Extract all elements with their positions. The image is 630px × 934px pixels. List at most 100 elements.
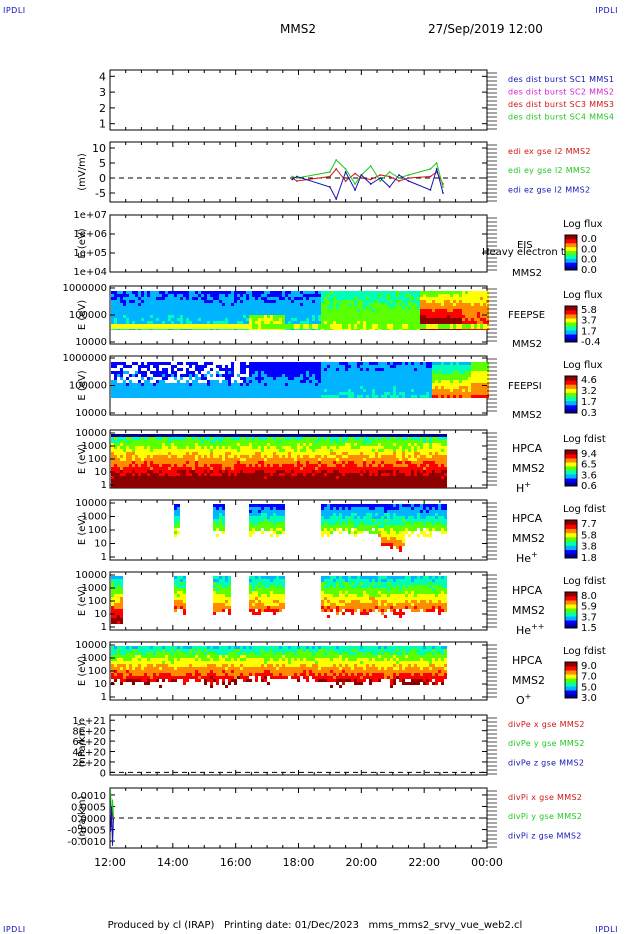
heatmap-cell (327, 449, 330, 452)
heatmap-cell (438, 371, 441, 374)
heatmap-cell (315, 473, 318, 476)
heatmap-cell (330, 389, 333, 392)
heatmap-cell (390, 315, 393, 318)
heatmap-cell (288, 368, 291, 371)
heatmap-cell (414, 297, 417, 300)
heatmap-cell (207, 303, 210, 306)
heatmap-cell (423, 374, 426, 377)
heatmap-cell (174, 467, 177, 470)
heatmap-cell (177, 446, 180, 449)
heatmap-cell (156, 318, 159, 321)
heatmap-cell (411, 371, 414, 374)
heatmap-cell (255, 306, 258, 309)
heatmap-cell (366, 306, 369, 309)
heatmap-cell (120, 374, 123, 377)
heatmap-cell (141, 386, 144, 389)
heatmap-cell (414, 392, 417, 395)
heatmap-cell (357, 309, 360, 312)
heatmap-cell (228, 461, 231, 464)
heatmap-cell (138, 321, 141, 324)
heatmap-cell (354, 294, 357, 297)
heatmap-cell (150, 434, 153, 437)
heatmap-cell (126, 300, 129, 303)
heatmap-cell (375, 318, 378, 321)
colorbar-segment (565, 322, 577, 327)
heatmap-cell (327, 294, 330, 297)
heatmap-cell (150, 371, 153, 374)
heatmap-cell (165, 485, 168, 488)
heatmap-cell (258, 452, 261, 455)
heatmap-cell (453, 368, 456, 371)
heatmap-cell (177, 303, 180, 306)
heatmap-cell (396, 380, 399, 383)
heatmap-cell (360, 383, 363, 386)
heatmap-cell (135, 437, 138, 440)
heatmap-cell (156, 470, 159, 473)
heatmap-cell (471, 309, 474, 312)
heatmap-cell (324, 291, 327, 294)
heatmap-cell (180, 470, 183, 473)
heatmap-cell (441, 324, 444, 329)
heatmap-cell (294, 458, 297, 461)
heatmap-cell (318, 294, 321, 297)
heatmap-cell (204, 458, 207, 461)
heatmap-cell (273, 371, 276, 374)
heatmap-cell (420, 380, 423, 383)
heatmap-cell (120, 371, 123, 374)
heatmap-cell (147, 315, 150, 318)
heatmap-cell (465, 297, 468, 300)
instrument-label-feeps-i: FEEPSI (508, 381, 542, 392)
data-point (407, 174, 410, 176)
colorbar-tick-label: 3.2 (581, 386, 597, 397)
heatmap-cell (288, 443, 291, 446)
heatmap-cell (468, 312, 471, 315)
heatmap-cell (234, 392, 237, 395)
heatmap-cell (288, 300, 291, 303)
heatmap-cell (351, 303, 354, 306)
heatmap-cell (153, 455, 156, 458)
heatmap-cell (447, 362, 450, 365)
heatmap-cell (192, 452, 195, 455)
heatmap-cell (282, 434, 285, 437)
heatmap-cell (120, 389, 123, 392)
heatmap-cell (195, 464, 198, 467)
heatmap-cell (237, 479, 240, 482)
heatmap-cell (303, 300, 306, 303)
heatmap-cell (111, 371, 114, 374)
heatmap-cell (123, 446, 126, 449)
heatmap-cell (114, 380, 117, 383)
heatmap-cell (279, 440, 282, 443)
colorbar-segment (565, 326, 577, 331)
heatmap-cell (171, 437, 174, 440)
heatmap-cell (405, 389, 408, 392)
heatmap-cell (321, 315, 324, 318)
heatmap-cell (306, 300, 309, 303)
heatmap-cell (207, 476, 210, 479)
heatmap-cell (231, 470, 234, 473)
colorbar-tick-label: 0.0 (581, 265, 597, 276)
heatmap-cell (249, 362, 252, 365)
heatmap-cell (186, 306, 189, 309)
heatmap-cell (333, 374, 336, 377)
heatmap-cell (240, 371, 243, 374)
heatmap-cell (111, 464, 114, 467)
heatmap-cell (291, 482, 294, 485)
heatmap-cell (381, 306, 384, 309)
heatmap-cell (303, 455, 306, 458)
heatmap-cell (246, 479, 249, 482)
heatmap-cell (210, 437, 213, 440)
heatmap-cell (243, 318, 246, 321)
heatmap-cell (366, 383, 369, 386)
heatmap-cell (438, 306, 441, 309)
heatmap-cell (243, 300, 246, 303)
heatmap-cell (270, 306, 273, 309)
heatmap-cell (441, 321, 444, 324)
heatmap-cell (150, 476, 153, 479)
heatmap-cell (192, 476, 195, 479)
heatmap-cell (303, 294, 306, 297)
heatmap-cell (417, 365, 420, 368)
heatmap-cell (429, 321, 432, 324)
heatmap-cell (258, 473, 261, 476)
heatmap-cell (276, 473, 279, 476)
heatmap-cell (117, 318, 120, 321)
